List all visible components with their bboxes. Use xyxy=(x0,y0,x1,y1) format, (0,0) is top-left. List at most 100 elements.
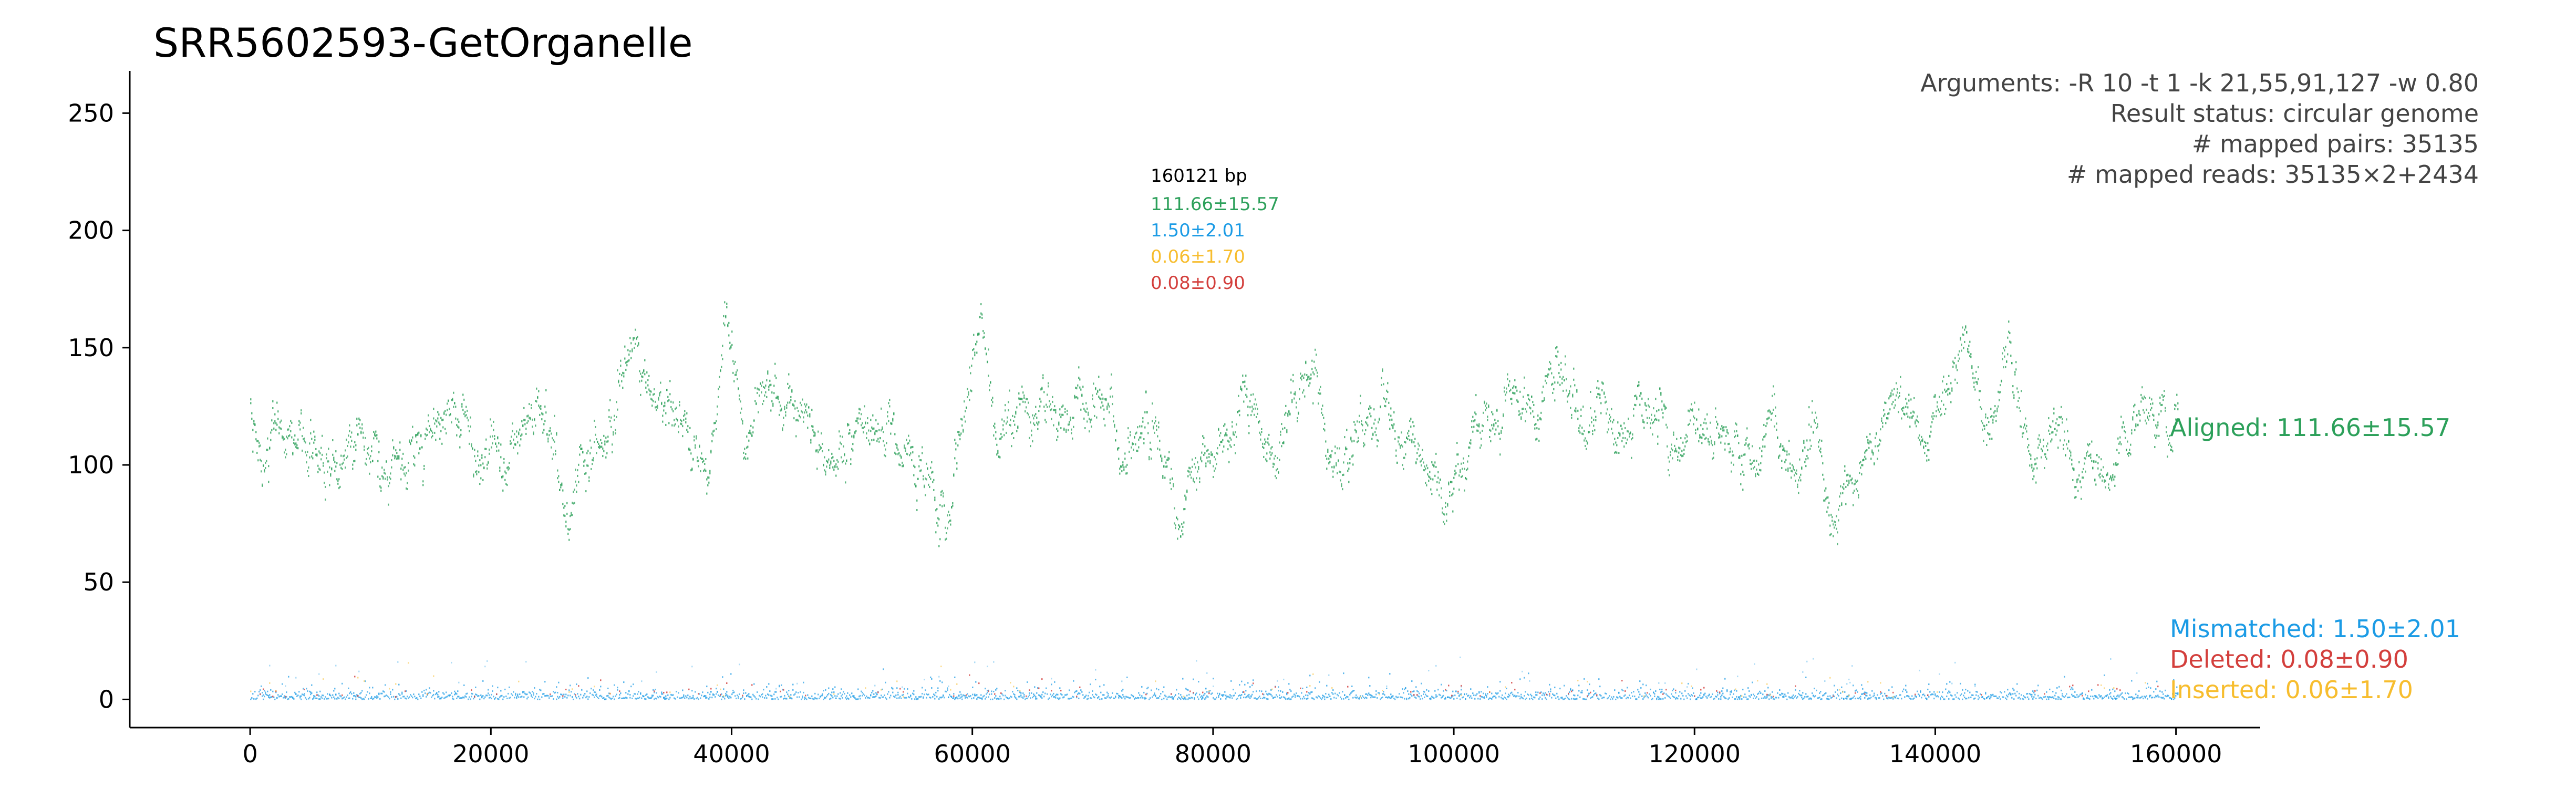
aligned-point xyxy=(1131,457,1132,460)
mismatched-point xyxy=(401,691,403,693)
mismatched-point xyxy=(756,698,757,700)
aligned-point xyxy=(1775,406,1776,409)
aligned-point xyxy=(1700,436,1702,439)
aligned-point xyxy=(748,439,750,442)
aligned-point xyxy=(849,429,851,431)
aligned-point xyxy=(1828,514,1830,517)
aligned-point xyxy=(822,443,823,445)
mismatched-point xyxy=(638,691,639,693)
aligned-point xyxy=(1612,432,1613,434)
aligned-point xyxy=(996,453,998,456)
aligned-point xyxy=(2087,450,2088,453)
aligned-point xyxy=(1805,458,1807,461)
aligned-point xyxy=(331,468,333,471)
mismatched-point xyxy=(252,693,254,695)
aligned-point xyxy=(1654,414,1656,417)
aligned-point xyxy=(346,438,347,441)
mismatched-point xyxy=(506,698,508,700)
aligned-point xyxy=(1233,431,1234,434)
mismatched-point xyxy=(1011,696,1012,698)
aligned-point xyxy=(1042,377,1044,379)
aligned-point xyxy=(251,412,253,414)
aligned-point xyxy=(255,431,257,433)
aligned-point xyxy=(385,478,386,480)
mismatched-point xyxy=(332,694,334,696)
aligned-point xyxy=(1729,442,1730,445)
mismatched-point xyxy=(841,688,842,690)
aligned-point xyxy=(718,396,719,398)
aligned-point xyxy=(1188,470,1190,473)
mismatched-point xyxy=(333,696,335,698)
aligned-point xyxy=(1437,476,1439,479)
aligned-point xyxy=(1639,403,1641,406)
aligned-point xyxy=(669,380,671,382)
aligned-point xyxy=(1779,445,1781,448)
mismatched-point xyxy=(1232,697,1233,699)
aligned-point xyxy=(1392,425,1394,428)
aligned-point xyxy=(1088,411,1089,414)
aligned-point xyxy=(2051,438,2053,441)
aligned-point xyxy=(1943,403,1944,406)
mismatched-point xyxy=(1020,692,1022,694)
mismatched-point xyxy=(769,690,771,692)
mismatched-point xyxy=(1151,689,1152,691)
aligned-point xyxy=(1651,413,1652,416)
chart-title: SRR5602593-GetOrganelle xyxy=(153,19,692,66)
aligned-point xyxy=(359,419,361,421)
aligned-point xyxy=(614,419,615,421)
aligned-point xyxy=(1227,448,1229,451)
aligned-point xyxy=(1850,479,1852,482)
aligned-point xyxy=(564,505,566,507)
mismatched-point xyxy=(692,694,694,697)
aligned-point xyxy=(1476,429,1478,432)
mismatched-point xyxy=(1035,696,1037,698)
aligned-point xyxy=(1786,453,1788,456)
aligned-point xyxy=(747,445,749,448)
mismatched-point xyxy=(1014,696,1016,698)
aligned-point xyxy=(2078,461,2080,464)
mismatched-point xyxy=(500,690,502,692)
mismatched-point xyxy=(457,696,459,698)
aligned-point xyxy=(302,435,303,438)
aligned-point xyxy=(632,348,633,351)
aligned-point xyxy=(775,397,777,399)
mismatched-point xyxy=(1158,697,1160,699)
mismatched-point xyxy=(716,693,717,695)
aligned-point xyxy=(1539,418,1541,420)
mismatched-point xyxy=(768,694,770,696)
aligned-point xyxy=(1357,441,1358,443)
aligned-point xyxy=(293,438,295,441)
aligned-point xyxy=(1693,415,1694,418)
mismatched-point xyxy=(429,687,430,689)
mismatched-point xyxy=(438,696,440,698)
aligned-point xyxy=(782,429,783,431)
mismatched-point xyxy=(654,698,655,700)
mismatched-point xyxy=(1043,696,1045,698)
aligned-point xyxy=(513,438,514,441)
aligned-point xyxy=(1054,409,1056,411)
aligned-point xyxy=(1462,475,1463,478)
mismatched-point xyxy=(760,696,761,698)
aligned-point xyxy=(855,430,857,432)
aligned-point xyxy=(1738,457,1740,459)
mismatched-point xyxy=(691,666,693,668)
aligned-point xyxy=(655,400,656,403)
aligned-point xyxy=(509,467,510,470)
aligned-point xyxy=(346,457,347,459)
aligned-point xyxy=(1989,433,1991,436)
aligned-point xyxy=(899,464,901,466)
mismatched-point xyxy=(907,688,908,690)
aligned-point xyxy=(1259,420,1260,423)
mismatched-point xyxy=(1073,696,1074,698)
aligned-point xyxy=(488,461,489,463)
mismatched-point xyxy=(899,696,901,698)
aligned-point xyxy=(2127,453,2128,455)
aligned-point xyxy=(368,453,369,456)
aligned-point xyxy=(446,413,447,416)
aligned-point xyxy=(1457,453,1459,456)
aligned-point xyxy=(707,484,709,486)
aligned-point xyxy=(1270,447,1272,450)
aligned-point xyxy=(269,447,271,450)
aligned-point xyxy=(886,442,887,444)
mismatched-point xyxy=(1036,698,1038,700)
